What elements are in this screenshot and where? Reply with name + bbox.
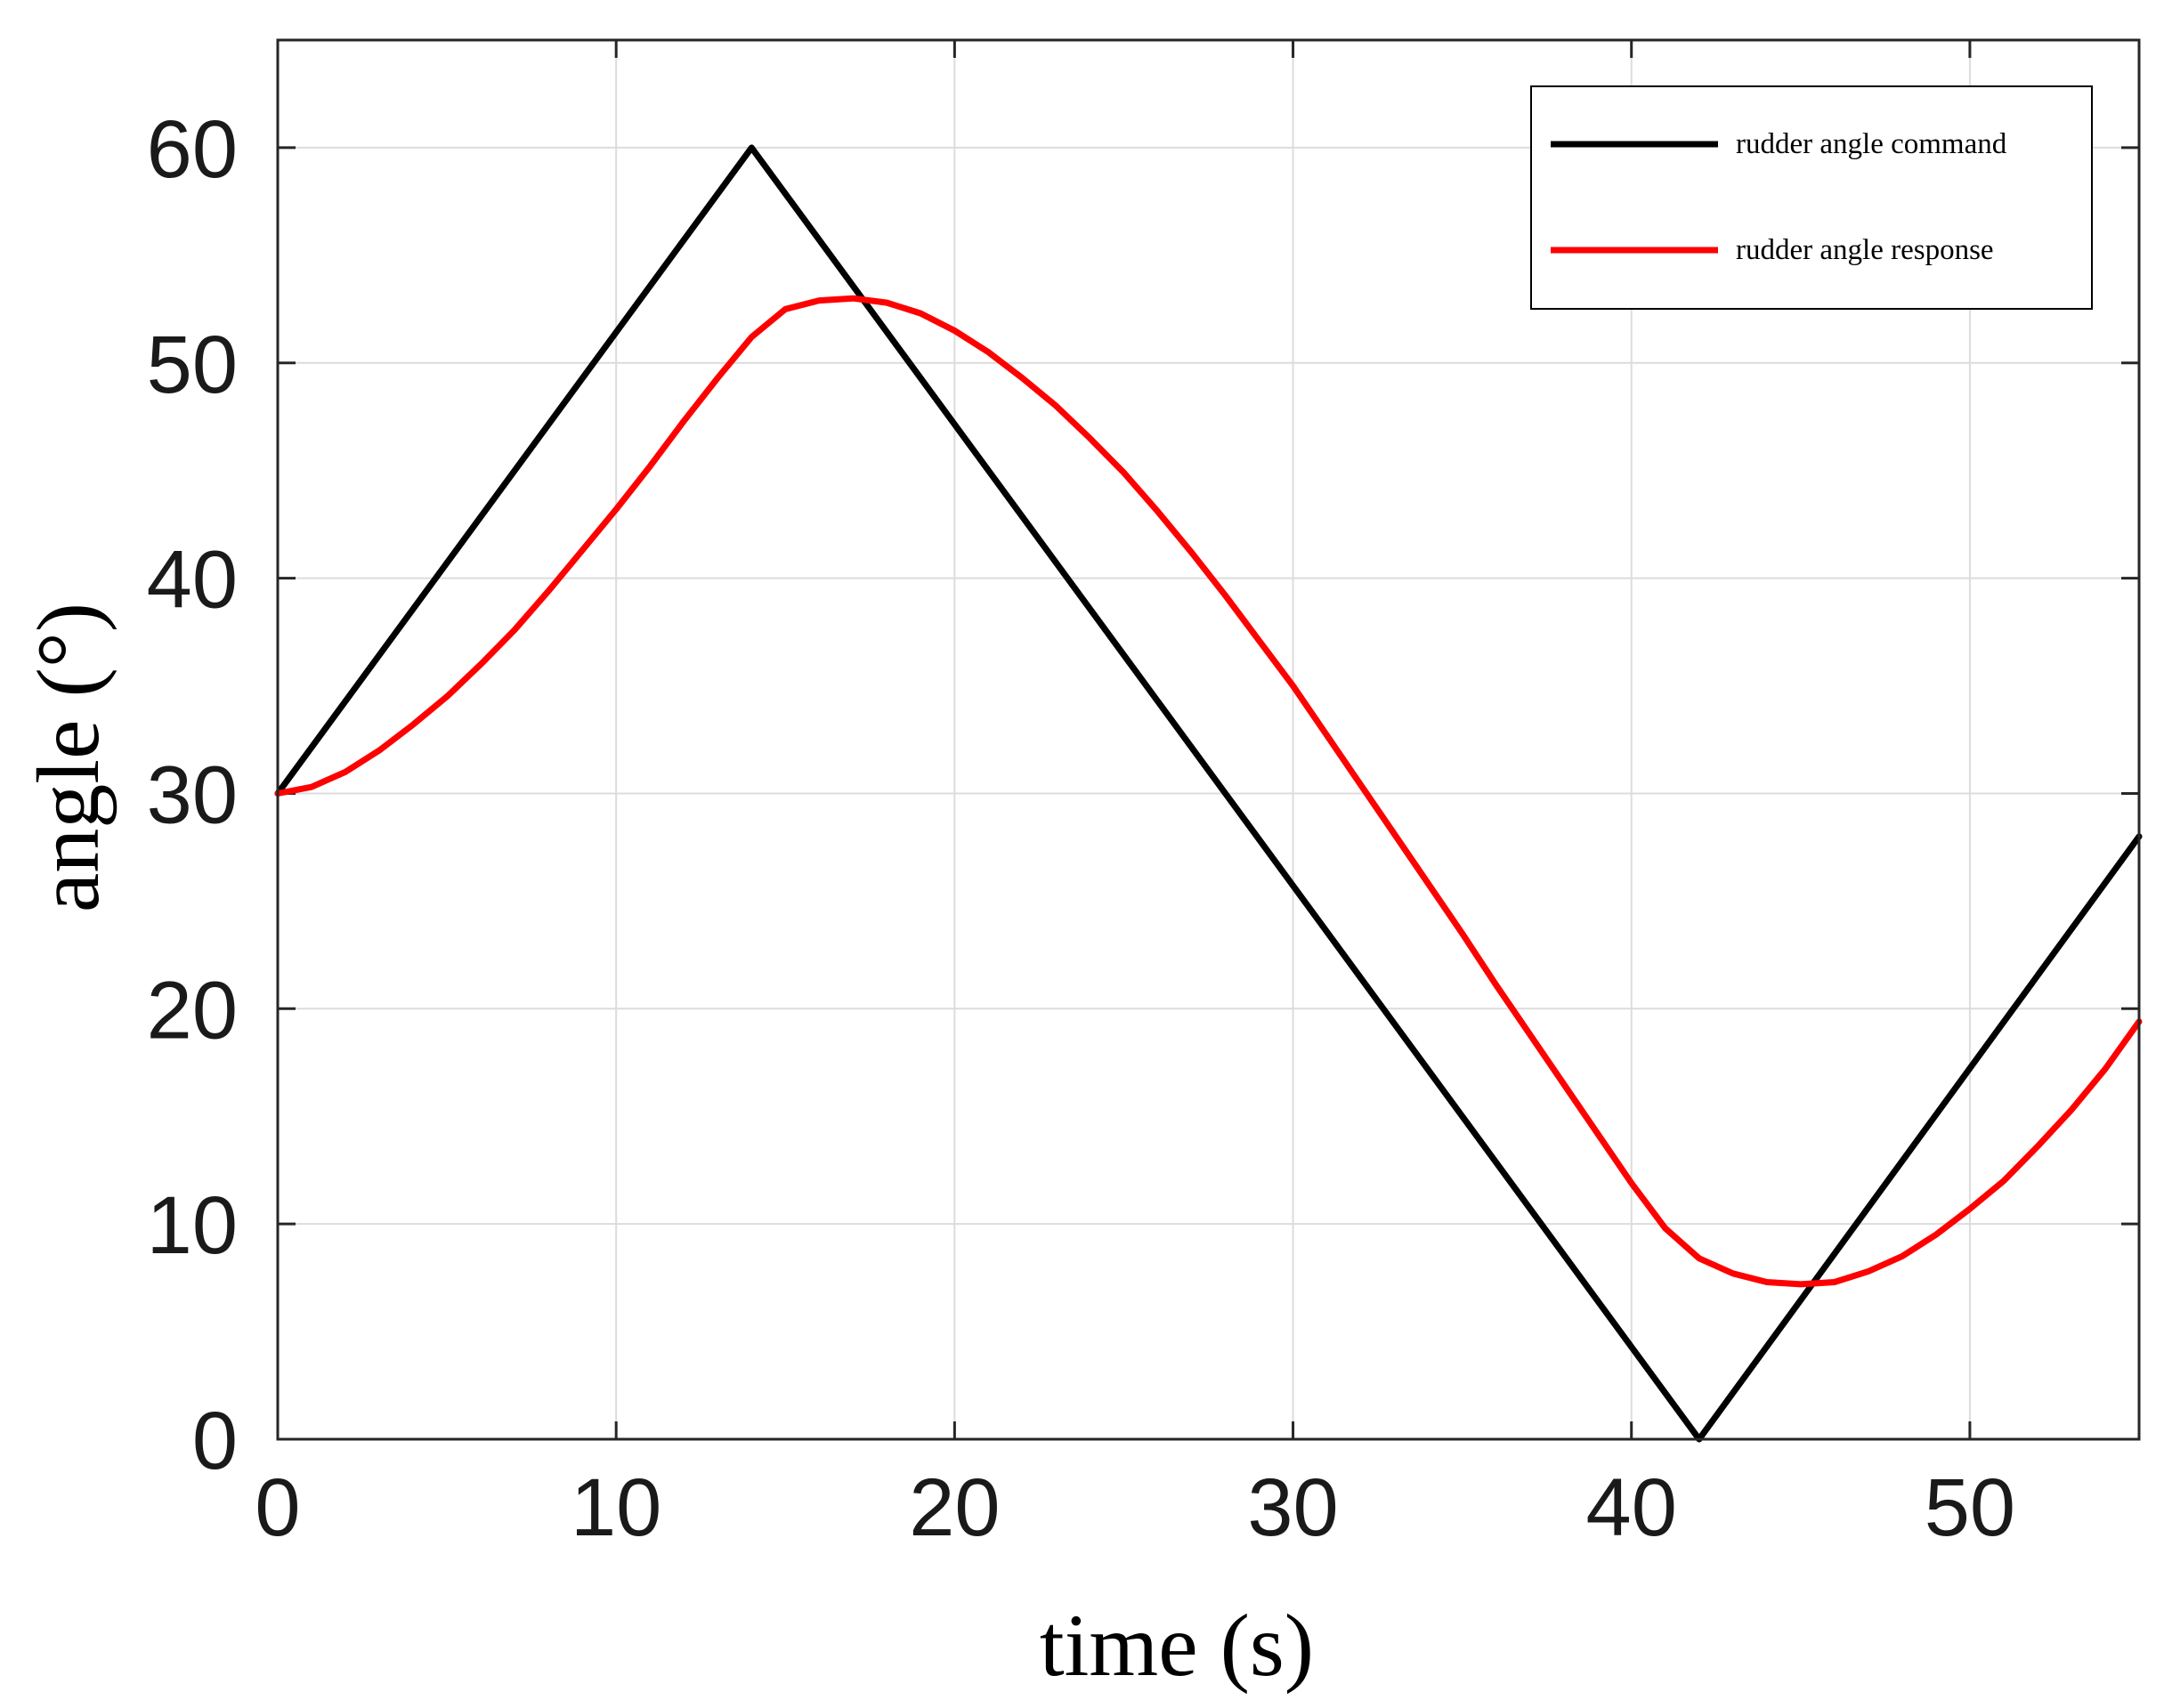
y-tick-label: 30: [147, 749, 238, 840]
x-axis-label: time (s): [1040, 1596, 1314, 1695]
y-tick-label: 10: [147, 1180, 238, 1271]
x-tick-label: 10: [571, 1462, 661, 1553]
x-tick-label: 30: [1247, 1462, 1338, 1553]
x-tick-label: 0: [255, 1462, 300, 1553]
series-layer: [274, 144, 2143, 1443]
plot-frame: [276, 38, 2141, 1441]
y-tick-labels: 0 10 20 30 40 50 60: [147, 104, 238, 1486]
legend-label-command: rudder angle command: [1736, 128, 2007, 160]
y-axis-label: angle (°): [19, 603, 118, 912]
x-tick-label: 20: [909, 1462, 1000, 1553]
y-tick-label: 60: [147, 104, 238, 195]
legend-label-response: rudder angle response: [1736, 234, 1994, 266]
x-tick-label: 40: [1586, 1462, 1677, 1553]
series-line-response: [274, 295, 2143, 1288]
x-tick-label: 50: [1925, 1462, 2015, 1553]
legend: rudder angle command rudder angle respon…: [1530, 85, 2093, 310]
y-tick-label: 20: [147, 965, 238, 1056]
y-tick-label: 0: [192, 1396, 238, 1486]
series-line-command: [274, 144, 2143, 1443]
y-tick-label: 50: [147, 320, 238, 410]
y-tick-label: 40: [147, 535, 238, 626]
legend-box: [1530, 85, 2093, 310]
x-tick-labels: 0 10 20 30 40 50: [255, 1462, 2015, 1553]
